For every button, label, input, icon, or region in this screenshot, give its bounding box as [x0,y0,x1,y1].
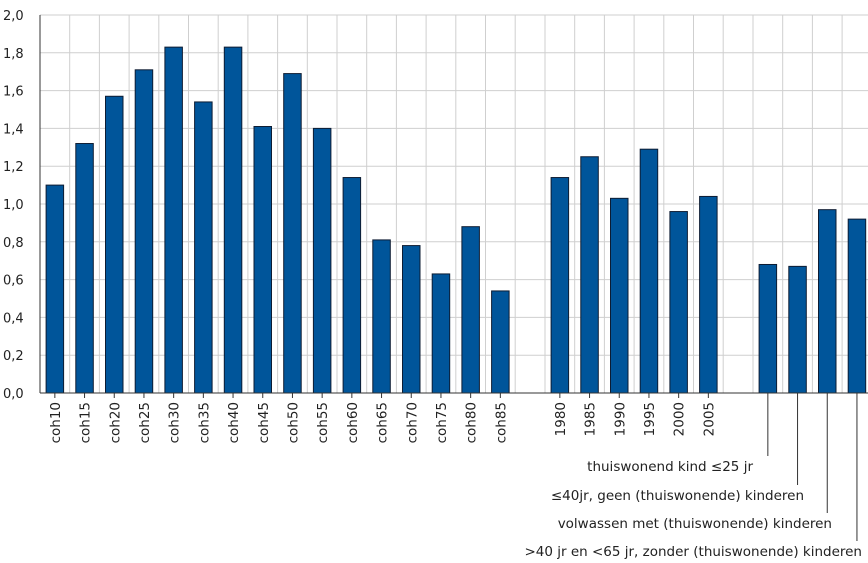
y-tick-label: 1,8 [3,47,24,62]
x-tick-label: coh80 [464,402,480,443]
bar [253,126,272,394]
x-tick-label: coh45 [256,402,272,443]
x-tick-label: coh50 [285,402,301,443]
bar [788,265,807,394]
bar [342,177,362,394]
annotation-label: ≤40jr, geen (thuiswonende) kinderen [551,488,804,504]
bar [105,95,124,394]
axes [39,15,868,398]
bar [461,226,480,394]
bar [847,218,867,394]
bars [45,46,867,394]
y-tick-label: 1,0 [3,198,24,213]
x-tick-label: 1985 [583,402,599,436]
x-tick-label: coh75 [434,402,450,443]
y-tick-label: 1,4 [3,122,24,137]
annotation-label: >40 jr en <65 jr, zonder (thuiswonende) … [524,544,862,560]
bar [491,290,510,394]
x-tick-label: 2000 [672,402,688,436]
x-tick-label: coh70 [404,402,420,443]
x-tick-label: coh55 [315,402,331,443]
x-tick-label: 1995 [642,402,658,436]
x-tick-label: coh10 [48,402,64,443]
y-tick-label: 0,8 [3,236,24,251]
y-tick-label: 0,4 [3,311,24,326]
y-tick-label: 1,6 [3,85,24,100]
y-tick-label: 1,2 [3,160,24,175]
bar [223,46,243,394]
bar [610,197,629,394]
bar [402,245,421,394]
x-tick-label: coh25 [137,402,153,443]
bar [818,209,837,394]
y-tick-label: 0,2 [3,349,24,364]
annotation-label: volwassen met (thuiswonende) kinderen [558,516,832,532]
x-tick-label: coh85 [493,402,509,443]
annotation-label: thuiswonend kind ≤25 jr [587,459,753,475]
bar [669,211,688,394]
bar [550,177,570,394]
y-tick-label: 0,6 [3,274,24,289]
x-tick-label: coh20 [107,402,123,443]
tick-labels: 0,0 0,2 0,4 0,6 0,8 1,0 1,2 1,4 1,6 1,8 2,0 coh10 co… [3,9,717,443]
bar [372,239,391,394]
bar [312,127,332,394]
y-tick-label: 0,0 [3,387,24,402]
x-tick-label: coh30 [167,402,183,443]
bar [134,69,154,394]
x-tick-label: 2005 [701,402,717,436]
x-tick-label: coh40 [226,402,242,443]
bar [431,273,451,394]
bar [639,148,659,394]
bar [45,184,65,394]
bar [699,195,718,394]
x-tick-label: coh15 [78,402,94,443]
annotations: thuiswonend kind ≤25 jr ≤40jr, geen (thui… [524,398,862,560]
x-tick-label: coh60 [345,402,361,443]
x-tick-label: 1990 [612,402,628,436]
bar [283,73,302,394]
bar [164,46,183,394]
y-tick-label: 2,0 [3,9,24,24]
bar [75,143,94,394]
grid-lines [40,14,868,393]
bar [758,263,778,394]
x-tick-label: coh65 [375,402,391,443]
bar [194,101,213,394]
x-tick-label: 1980 [553,402,569,436]
x-tick-label: coh35 [196,402,212,443]
bar [580,156,599,394]
